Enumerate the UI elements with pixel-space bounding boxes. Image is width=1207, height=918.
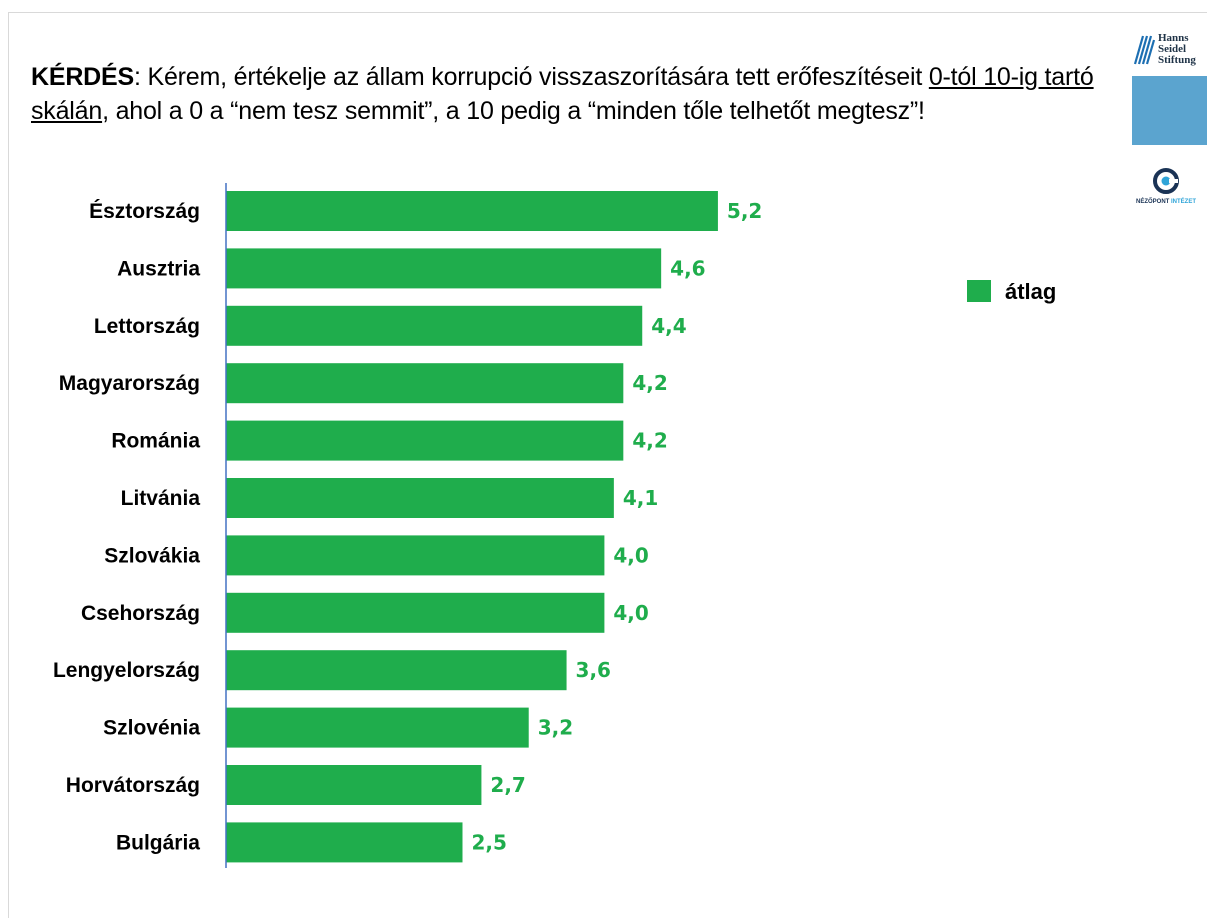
bar-4 [226, 363, 624, 404]
bar-2 [226, 248, 662, 289]
category-label-9: Lengyelország [53, 659, 200, 682]
value-label-5: 4,2 [632, 429, 667, 453]
value-label-9: 3,6 [576, 658, 611, 682]
value-label-11: 2,7 [490, 773, 525, 797]
bar-11 [226, 765, 482, 805]
category-label-4: Magyarország [59, 372, 200, 395]
hanns-seidel-stripes-icon [1133, 35, 1155, 65]
value-label-7: 4,0 [613, 543, 648, 567]
hanns-seidel-logo: Hanns Seidel Stiftung [1133, 32, 1207, 72]
value-label-3: 4,4 [651, 314, 686, 338]
blue-logo-box [1132, 76, 1207, 145]
bar-7 [226, 535, 605, 576]
hss-line-3: Stiftung [1158, 54, 1196, 66]
question-label: KÉRDÉS [31, 63, 134, 91]
category-label-6: Litvánia [121, 487, 201, 510]
bar-8 [226, 592, 605, 633]
category-label-5: Románia [111, 430, 200, 453]
nezopont-text: NÉZŐPONT INTÉZET [1125, 199, 1207, 205]
category-label-10: Szlovénia [103, 717, 200, 740]
hss-line-1: Hanns [1158, 32, 1189, 44]
value-label-2: 4,6 [670, 256, 705, 280]
slide-frame [8, 12, 1207, 918]
nezopont-emblem-icon [1153, 168, 1179, 194]
category-label-8: Csehország [81, 602, 200, 625]
bar-10 [226, 707, 529, 748]
bar-6 [226, 478, 614, 518]
nezopont-logo: NÉZŐPONT INTÉZET [1125, 167, 1207, 207]
category-label-2: Ausztria [117, 257, 200, 280]
category-label-11: Horvátország [66, 774, 200, 797]
value-label-4: 4,2 [632, 371, 667, 395]
question-scale-underlined: 0-tól 10-ig tartó skálán [31, 63, 1094, 125]
value-label-10: 3,2 [538, 716, 573, 740]
value-label-12: 2,5 [472, 830, 507, 854]
question-text: KÉRDÉS: Kérem, értékelje az állam korrup… [31, 60, 1111, 128]
category-label-1: Észtország [89, 200, 200, 223]
question-text-part-1: : Kérem, értékelje az állam korrupció vi… [134, 63, 929, 91]
bar-3 [226, 305, 643, 346]
category-label-12: Bulgária [116, 831, 200, 854]
hss-line-2: Seidel [1158, 43, 1187, 55]
value-label-8: 4,0 [613, 601, 648, 625]
hanns-seidel-text: Hanns Seidel Stiftung [1158, 33, 1196, 66]
bar-1 [226, 191, 718, 231]
legend-swatch [967, 280, 991, 302]
bar-5 [226, 420, 624, 461]
question-text-part-2: , ahol a 0 a “nem tesz semmit”, a 10 ped… [102, 97, 925, 125]
bar-12 [226, 822, 463, 863]
nezopont-text-a: NÉZŐPONT [1135, 199, 1170, 205]
legend-label: átlag [1005, 279, 1057, 304]
value-label-1: 5,2 [727, 199, 762, 223]
category-label-7: Szlovákia [104, 544, 200, 567]
value-label-6: 4,1 [623, 486, 658, 510]
bar-9 [226, 650, 567, 691]
nezopont-text-b: INTÉZET [1169, 199, 1196, 205]
category-label-3: Lettország [94, 315, 200, 338]
